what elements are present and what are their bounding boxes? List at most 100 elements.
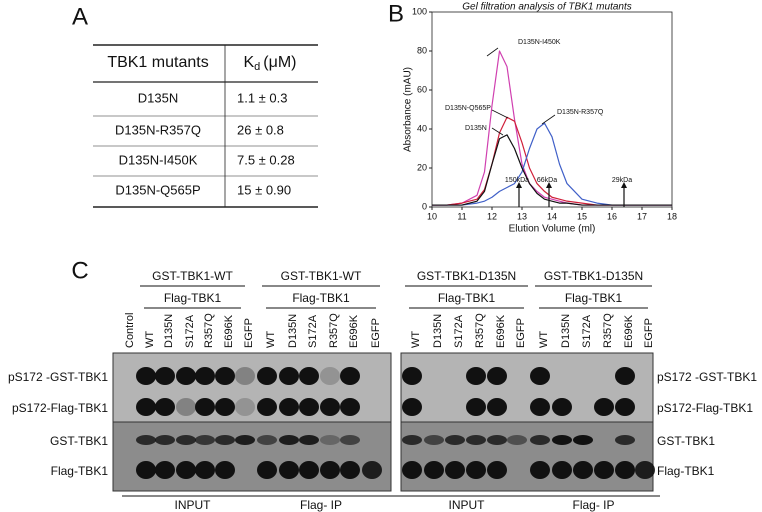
band [279, 398, 299, 416]
band [615, 461, 635, 479]
lane-label: S172A [307, 314, 319, 348]
marker-label: 150kDa [505, 177, 529, 184]
lane-label: E696K [348, 314, 360, 348]
subgroup-header: Flag-TBK1 [438, 291, 496, 305]
series-label: D135N [465, 125, 487, 132]
mutant-name: D135N-I450K [119, 152, 198, 167]
annotation-arrow [486, 47, 499, 57]
band [176, 367, 196, 385]
y-tick-label: 20 [417, 162, 427, 172]
series-line [432, 122, 672, 206]
y-tick-label: 40 [417, 123, 427, 133]
group-header: GST-TBK1-WT [281, 269, 362, 283]
subgroup-header: Flag-TBK1 [292, 291, 350, 305]
band [136, 461, 156, 479]
lane-label: E696K [223, 314, 235, 348]
band [530, 435, 550, 445]
band [195, 398, 215, 416]
row-label: Flag-TBK1 [51, 464, 109, 478]
band [402, 435, 422, 445]
x-tick-label: 16 [607, 211, 617, 221]
footer-label: Flag- IP [572, 498, 614, 512]
band [136, 435, 156, 445]
group-header: GST-TBK1-WT [152, 269, 233, 283]
x-tick-label: 11 [457, 211, 466, 221]
y-tick-label: 0 [422, 201, 427, 211]
band [466, 435, 486, 445]
mutant-name: D135N [138, 90, 178, 105]
band [257, 367, 277, 385]
band [195, 461, 215, 479]
x-tick-label: 17 [637, 211, 647, 221]
band [615, 435, 635, 445]
lane-label: D135N [432, 314, 444, 348]
kd-value: 1.1 ± 0.3 [237, 90, 288, 105]
band [552, 398, 572, 416]
table-header: TBK1 mutants [107, 54, 208, 71]
band [487, 367, 507, 385]
footer-label: INPUT [449, 498, 486, 512]
band [235, 367, 255, 385]
y-tick-label: 60 [417, 84, 427, 94]
band [320, 398, 340, 416]
band [635, 461, 655, 479]
lane-label: E696K [623, 314, 635, 348]
kd-value: 7.5 ± 0.28 [237, 152, 295, 167]
row-label: pS172-Flag-TBK1 [657, 401, 753, 415]
y-axis-label: Absorbance (mAU) [403, 67, 414, 152]
kd-subscript: d [254, 61, 260, 73]
x-tick-label: 10 [427, 211, 437, 221]
band [402, 461, 422, 479]
blot-top [400, 352, 654, 423]
band [445, 461, 465, 479]
band [573, 435, 593, 445]
marker-label: 66kDa [537, 177, 557, 184]
panel-label: B [388, 0, 404, 27]
kd-value: 26 ± 0.8 [237, 122, 284, 137]
x-tick-label: 15 [577, 211, 587, 221]
annotation-arrow [541, 114, 556, 125]
marker-label: 29kDa [612, 177, 632, 184]
x-tick-label: 14 [547, 211, 557, 221]
band [340, 367, 360, 385]
band [340, 435, 360, 445]
lane-label: S172A [184, 314, 196, 348]
kd-symbol: K [244, 54, 255, 71]
band [424, 435, 444, 445]
series-label: D135N-I450K [518, 39, 561, 46]
panel-label: A [72, 3, 88, 30]
band [279, 435, 299, 445]
band [340, 461, 360, 479]
band [155, 461, 175, 479]
band [235, 398, 255, 416]
band [279, 367, 299, 385]
lane-label: R357Q [602, 313, 614, 348]
band [466, 398, 486, 416]
blot-panel: GST-TBK1-WT Flag-TBK1 INPUT GST-TBK1-WT Flag… [8, 269, 757, 512]
row-label: pS172 -GST-TBK1 [8, 370, 108, 384]
kd-unit: (μM) [263, 54, 296, 71]
lane-label: R357Q [203, 313, 215, 348]
band [257, 398, 277, 416]
band [195, 367, 215, 385]
band [176, 398, 196, 416]
series-line [432, 134, 672, 206]
panel-label: C [71, 257, 88, 284]
subgroup-header: Flag-TBK1 [164, 291, 222, 305]
row-label: GST-TBK1 [50, 434, 108, 448]
lane-label: D135N [163, 314, 175, 348]
band [424, 461, 444, 479]
band [299, 461, 319, 479]
band [176, 461, 196, 479]
lane-label: EGFP [370, 318, 382, 348]
x-tick-label: 12 [487, 211, 497, 221]
lane-label: WT [410, 331, 422, 348]
annotation-arrow [491, 109, 509, 119]
band [320, 435, 340, 445]
lane-label: R357Q [328, 313, 340, 348]
group-header: GST-TBK1-D135N [417, 269, 516, 283]
band [235, 435, 255, 445]
marker-arrowhead [546, 182, 552, 188]
band [279, 461, 299, 479]
